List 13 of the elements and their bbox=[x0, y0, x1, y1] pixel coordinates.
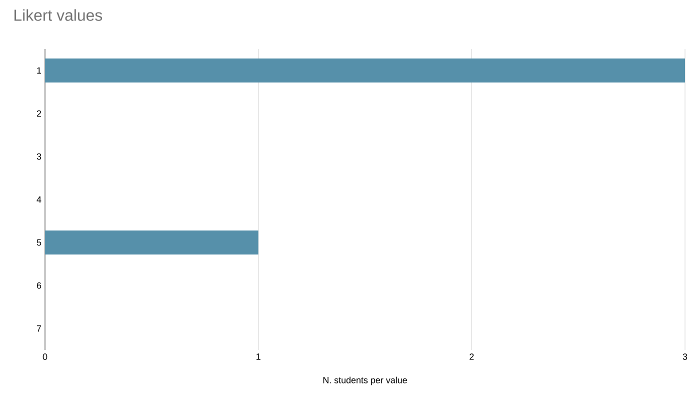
y-tick-label: 3 bbox=[36, 153, 42, 160]
y-tick-label: 7 bbox=[36, 325, 42, 332]
y-tick-label: 2 bbox=[36, 110, 42, 117]
y-tick-label: 6 bbox=[36, 282, 42, 289]
chart-title: Likert values bbox=[14, 9, 102, 21]
y-tick-label: 4 bbox=[36, 196, 42, 203]
y-tick-label: 5 bbox=[36, 239, 42, 246]
x-tick-label: 1 bbox=[256, 354, 260, 360]
x-tick-label: 3 bbox=[682, 354, 688, 360]
y-tick-label: 1 bbox=[37, 67, 42, 74]
x-axis-title: N. students per value bbox=[323, 376, 407, 386]
x-tick-label: 2 bbox=[470, 354, 474, 360]
x-tick-label: 0 bbox=[42, 354, 48, 360]
